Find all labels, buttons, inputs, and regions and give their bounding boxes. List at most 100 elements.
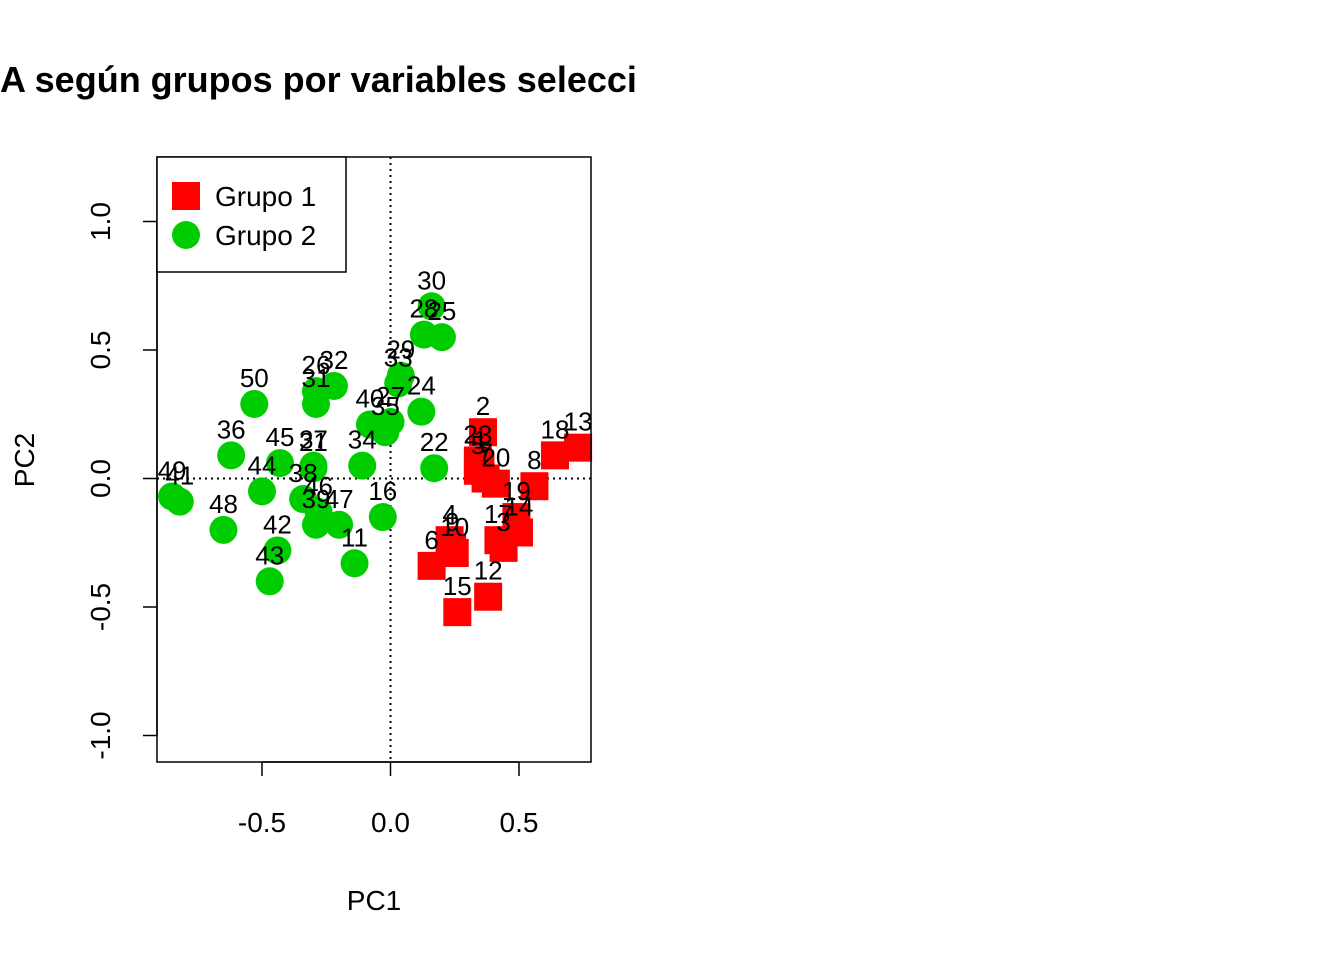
- y-tick-label: 0.0: [85, 459, 116, 498]
- point-label: 30: [417, 265, 446, 295]
- grupo2-point: [325, 510, 354, 539]
- x-axis-title: PC1: [347, 885, 401, 916]
- y-axis-title: PC2: [9, 433, 40, 487]
- point-label: 5: [471, 430, 485, 460]
- point-label: 14: [505, 491, 534, 521]
- point-label: 46: [304, 471, 333, 501]
- grupo2-point: [158, 482, 187, 511]
- point-label: 6: [424, 525, 438, 555]
- point-label: 18: [541, 414, 570, 444]
- grupo1-point: [469, 418, 498, 447]
- grupo1-point: [520, 472, 549, 501]
- point-label: 12: [474, 556, 503, 586]
- legend-circle-marker: [172, 221, 200, 249]
- grupo1-point: [502, 503, 531, 532]
- grupo2-point: [217, 441, 246, 470]
- grupo2-point: [299, 451, 328, 480]
- legend-box: [156, 156, 347, 273]
- point-label: 3: [496, 507, 510, 537]
- chart-title: A según grupos por variables selecci: [0, 59, 637, 100]
- legend-items: Grupo 1 Grupo 2: [172, 181, 316, 251]
- point-label: 8: [527, 445, 541, 475]
- grupo2-point: [248, 477, 276, 506]
- grupo1-point: [443, 598, 472, 627]
- point-label: 31: [302, 363, 331, 393]
- grupo2-point: [409, 320, 438, 349]
- legend-square-marker: [172, 182, 200, 210]
- point-label: 34: [348, 425, 377, 455]
- x-tick-label: 0.0: [371, 807, 410, 838]
- y-tick-label: -0.5: [85, 583, 116, 631]
- point-label: 26: [302, 350, 331, 380]
- point-label: 20: [481, 443, 510, 473]
- grupo2-point: [417, 292, 446, 321]
- point-label: 42: [263, 509, 292, 539]
- legend: Grupo 1 Grupo 2: [156, 156, 347, 273]
- grupo2-point: [209, 515, 238, 544]
- point-label: 29: [386, 335, 415, 365]
- legend-label: Grupo 2: [215, 220, 316, 251]
- x-tick-label: -0.5: [238, 807, 286, 838]
- point-label: 15: [443, 571, 472, 601]
- y-tick-label: 1.0: [85, 202, 116, 241]
- grupo2-point: [255, 567, 284, 596]
- point-label: 21: [299, 427, 328, 457]
- point-label: 48: [209, 489, 238, 519]
- grupo2-point: [407, 397, 436, 426]
- point-label: 24: [407, 371, 436, 401]
- grupo2-point: [340, 549, 369, 578]
- grupo2-point: [240, 389, 269, 418]
- point-label: 41: [165, 461, 194, 491]
- grupo2-point: [265, 449, 294, 478]
- grupo2-point: [304, 497, 333, 526]
- point-label: 45: [266, 422, 295, 452]
- grupo1-point: [440, 539, 469, 568]
- y-axis: -1.0 -0.5 0.0 0.5 1.0: [85, 202, 158, 760]
- point-label: 13: [564, 407, 593, 437]
- grupo2-point: [263, 536, 292, 565]
- point-label: 19: [502, 476, 531, 506]
- point-label: 47: [325, 484, 354, 514]
- point-label: 7: [478, 438, 492, 468]
- legend-label: Grupo 1: [215, 181, 316, 212]
- grupo1-point: [463, 446, 492, 475]
- grupo2-point: [420, 454, 449, 483]
- point-label: 27: [376, 381, 405, 411]
- point-label: 44: [248, 450, 277, 480]
- point-label: 38: [289, 458, 318, 488]
- point-label: 39: [302, 484, 331, 514]
- grupo1-point: [540, 441, 569, 470]
- point-label: 35: [371, 391, 400, 421]
- point-label: 28: [409, 294, 438, 324]
- grupo2-point: [368, 503, 397, 532]
- point-label: 16: [368, 476, 397, 506]
- x-tick-label: 0.5: [500, 807, 539, 838]
- point-label: 37: [299, 425, 328, 455]
- point-label: 1: [473, 425, 487, 455]
- x-axis: -0.5 0.0 0.5: [238, 761, 539, 838]
- point-label: 50: [240, 363, 269, 393]
- point-label: 36: [217, 414, 246, 444]
- y-tick-label: -1.0: [85, 711, 116, 759]
- point-label: 32: [319, 345, 348, 375]
- reference-lines: [157, 157, 591, 762]
- grupo2-point: [319, 371, 348, 400]
- point-label: 4: [442, 499, 456, 529]
- y-tick-label: 0.5: [85, 331, 116, 370]
- point-label: 9: [445, 507, 459, 537]
- point-label: 17: [484, 499, 513, 529]
- grupo2-point: [355, 410, 384, 439]
- grupo2-point: [348, 451, 377, 480]
- point-label: 22: [420, 427, 449, 457]
- point-label: 49: [158, 455, 187, 485]
- grupo2-point: [301, 389, 330, 418]
- point-label: 2: [476, 391, 490, 421]
- grupo1-point: [474, 582, 503, 611]
- grupo2-point: [384, 369, 413, 398]
- point-label: 43: [255, 540, 284, 570]
- point-label: 25: [427, 296, 456, 326]
- point-label: 10: [440, 512, 469, 542]
- points-layer: [158, 292, 593, 627]
